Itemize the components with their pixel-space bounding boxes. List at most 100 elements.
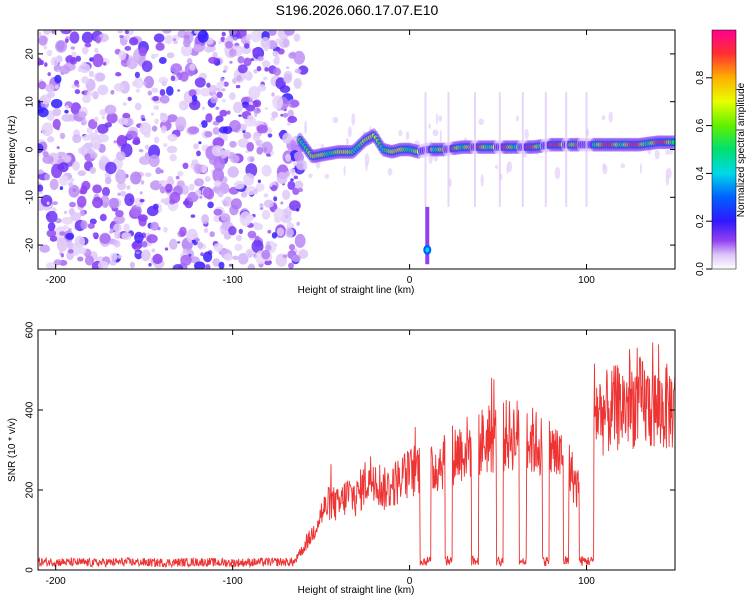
heatmap-cell <box>247 115 253 121</box>
heatmap-cell <box>365 162 368 172</box>
heatmap-cell <box>439 129 442 144</box>
heatmap-cell <box>284 214 289 219</box>
heatmap-cell <box>207 201 214 209</box>
chart-title: S196.2026.060.17.07.E10 <box>276 2 439 18</box>
heatmap-cell <box>585 92 588 207</box>
heatmap-cell <box>294 180 304 189</box>
heatmap-cell <box>245 214 254 221</box>
heatmap-cell <box>109 252 118 261</box>
heatmap-cell <box>110 89 115 95</box>
colorbar-ticks: 0.0 0.2 0.4 0.6 0.8 <box>695 70 712 276</box>
heatmap-cell <box>63 225 69 230</box>
heatmap-cell <box>273 196 278 202</box>
heatmap-cell <box>243 57 252 67</box>
heatmap-cell <box>212 51 218 59</box>
heatmap-cell <box>86 91 93 97</box>
heatmap-cell <box>69 31 80 44</box>
heatmap-cell <box>179 226 187 237</box>
heatmap-cell <box>158 180 164 184</box>
heatmap-cell <box>69 178 75 182</box>
top-y-tick-label: -10 <box>25 190 36 205</box>
heatmap-cell <box>425 206 430 265</box>
heatmap-cell <box>160 125 167 134</box>
heatmap-cell <box>151 53 156 60</box>
heatmap-cell <box>52 201 58 206</box>
heatmap-cell <box>197 30 209 43</box>
heatmap-cell <box>76 195 87 208</box>
snr-series-line <box>38 342 675 569</box>
heatmap-cell <box>245 33 252 41</box>
heatmap-cell <box>428 123 431 129</box>
heatmap-cell <box>304 120 308 135</box>
heatmap-cell <box>147 90 152 96</box>
heatmap-cell <box>565 92 568 207</box>
heatmap-cell <box>56 69 61 73</box>
heatmap-cell <box>130 204 142 218</box>
heatmap-cell <box>199 195 203 199</box>
heatmap-cell <box>50 56 59 66</box>
heatmap-cell <box>104 176 112 185</box>
heatmap-cell <box>169 154 177 162</box>
heatmap-cell <box>177 241 181 244</box>
heatmap-cell <box>129 261 135 269</box>
bottom-y-tick-label: 0 <box>25 567 36 573</box>
heatmap-cell <box>46 201 50 205</box>
heatmap-cell <box>296 221 300 226</box>
heatmap-cell <box>169 191 181 204</box>
heatmap-cell <box>256 66 262 72</box>
heatmap-cell <box>143 81 147 86</box>
heatmap-cell <box>116 134 128 147</box>
heatmap-cell <box>273 208 285 221</box>
heatmap-cell <box>213 208 223 216</box>
heatmap-cell <box>182 248 188 254</box>
top-y-tick-label: 0 <box>25 146 36 152</box>
heatmap-cell <box>170 75 176 82</box>
heatmap-cell <box>117 192 121 196</box>
heatmap-cell <box>257 179 261 184</box>
heatmap-cell <box>84 42 92 48</box>
heatmap-cell <box>194 261 206 269</box>
heatmap-cell <box>233 36 238 41</box>
heatmap-cell <box>220 149 228 159</box>
heatmap-cell <box>228 226 237 236</box>
heatmap-cell <box>95 36 102 44</box>
heatmap-cell <box>138 149 144 153</box>
heatmap-cell <box>78 247 87 255</box>
heatmap-cell <box>292 162 297 166</box>
heatmap-cell <box>135 88 140 93</box>
heatmap-cell <box>204 131 213 138</box>
heatmap-cell <box>252 132 261 142</box>
top-x-tick-label: 0 <box>407 275 413 286</box>
heatmap-cell <box>222 99 226 103</box>
heatmap-cell <box>173 40 178 45</box>
heatmap-cell <box>218 40 222 44</box>
heatmap-cell <box>438 115 443 122</box>
heatmap-cell <box>38 35 48 46</box>
heatmap-cell <box>165 183 173 193</box>
heatmap-cell <box>285 227 294 238</box>
heatmap-cell <box>250 30 262 43</box>
heatmap-cell <box>290 178 294 182</box>
heatmap-cell <box>273 67 281 76</box>
heatmap-cell <box>191 239 196 243</box>
heatmap-cell <box>212 186 219 192</box>
heatmap-cell <box>163 226 168 233</box>
heatmap-cell <box>227 166 239 178</box>
heatmap-cell <box>247 250 253 258</box>
heatmap-cell <box>113 223 122 232</box>
heatmap-cell <box>212 137 225 148</box>
heatmap-cell <box>294 233 306 248</box>
heatmap-cell <box>267 133 273 138</box>
heatmap-cell <box>271 232 278 239</box>
heatmap-cell <box>71 51 77 58</box>
heatmap-cell <box>117 30 123 34</box>
heatmap-cell <box>167 175 174 183</box>
bottom-x-axis-label: Height of straight line (km) <box>298 585 415 596</box>
heatmap-cell <box>59 132 66 140</box>
heatmap-cell <box>236 74 242 82</box>
heatmap-cell <box>223 232 232 240</box>
heatmap-cell <box>70 46 76 50</box>
heatmap-cell <box>166 86 174 96</box>
heatmap-cell <box>264 259 272 266</box>
heatmap-cell <box>293 50 305 65</box>
